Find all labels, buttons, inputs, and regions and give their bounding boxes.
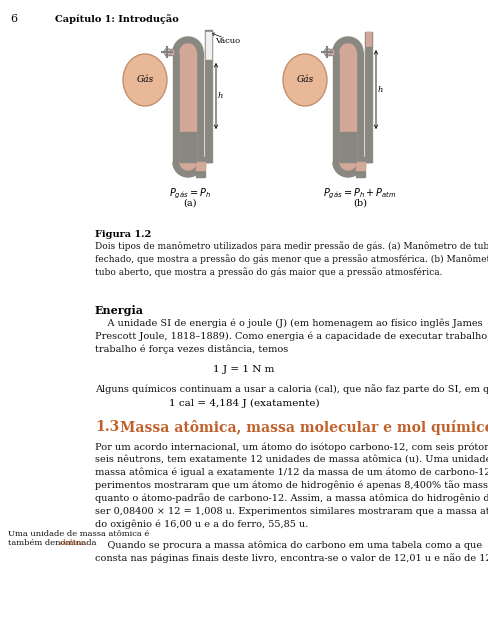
Text: $P_{gás} = P_h$: $P_{gás} = P_h$ [169,187,210,201]
Text: A unidade SI de energia é o joule (J) (em homenagem ao físico inglês James
Presc: A unidade SI de energia é o joule (J) (e… [95,319,488,354]
Text: Gás: Gás [296,76,313,85]
Text: Figura 1.2: Figura 1.2 [95,230,151,239]
Text: Gás: Gás [136,76,153,85]
Text: 1 J = 1 N m: 1 J = 1 N m [213,365,274,374]
Polygon shape [180,162,196,170]
Text: também denominada: também denominada [8,539,99,547]
Text: h: h [218,92,223,100]
Polygon shape [339,44,355,52]
Text: Uma unidade de massa atômica é: Uma unidade de massa atômica é [8,530,149,538]
Text: Alguns químicos continuam a usar a caloria (cal), que não faz parte do SI, em qu: Alguns químicos continuam a usar a calor… [95,384,488,394]
Text: h: h [377,85,383,94]
Text: 6: 6 [10,14,17,24]
Text: Energia: Energia [95,305,143,316]
Ellipse shape [283,54,326,106]
Text: Quando se procura a massa atômica do carbono em uma tabela como a que
consta nas: Quando se procura a massa atômica do car… [95,540,488,563]
Ellipse shape [123,54,167,106]
Text: (a): (a) [183,199,196,208]
Polygon shape [339,162,355,170]
Text: dalton.: dalton. [60,539,89,547]
Text: 1 cal = 4,184 J (exatamente): 1 cal = 4,184 J (exatamente) [168,399,319,408]
Polygon shape [173,162,203,177]
Text: $P_{gás} = P_h + P_{atm}$: $P_{gás} = P_h + P_{atm}$ [323,187,396,201]
Circle shape [163,49,170,56]
Text: Massa atômica, massa molecular e mol químico: Massa atômica, massa molecular e mol quí… [120,420,488,435]
Text: (b): (b) [352,199,366,208]
Polygon shape [180,44,196,52]
Polygon shape [332,37,362,52]
Text: Por um acordo internacional, um átomo do isótopo carbono-12, com seis prótons e
: Por um acordo internacional, um átomo do… [95,442,488,529]
Text: 1.3: 1.3 [95,420,119,434]
Text: Vácuo: Vácuo [215,37,240,45]
Text: Dois tipos de manômetro utilizados para medir pressão de gás. (a) Manômetro de t: Dois tipos de manômetro utilizados para … [95,241,488,276]
Polygon shape [173,37,203,52]
Circle shape [323,49,330,56]
Text: Capítulo 1: Introdução: Capítulo 1: Introdução [55,14,179,24]
Polygon shape [332,162,362,177]
